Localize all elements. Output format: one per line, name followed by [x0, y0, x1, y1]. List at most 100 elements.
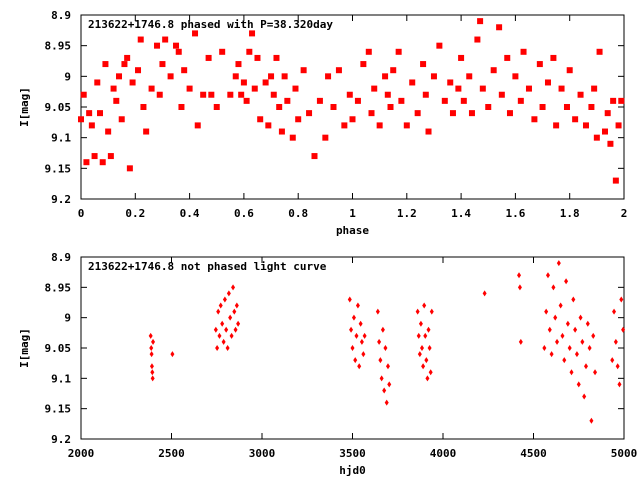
phased-data-point — [588, 104, 595, 110]
unphased-data-point — [517, 284, 522, 291]
unphased-data-point — [553, 314, 558, 321]
unphased-y-tick-label: 9.2 — [51, 433, 71, 446]
phased-data-point — [292, 85, 299, 92]
phased-data-point — [249, 30, 256, 37]
phased-data-point — [173, 42, 180, 49]
phased-data-point — [262, 79, 269, 86]
phased-data-point — [99, 159, 106, 166]
phased-data-point — [289, 134, 296, 141]
unphased-data-point — [387, 381, 392, 388]
unphased-data-point — [425, 375, 430, 382]
unphased-data-point — [615, 363, 620, 370]
unphased-data-point — [378, 357, 383, 364]
unphased-data-point — [233, 326, 238, 333]
phased-data-point — [536, 61, 543, 68]
phased-x-tick-label: 0 — [78, 207, 85, 220]
phased-data-point — [474, 36, 481, 43]
phased-data-point — [414, 110, 421, 117]
unphased-x-tick-label: 3000 — [249, 447, 276, 460]
phased-data-point — [539, 104, 546, 110]
unphased-data-point — [589, 417, 594, 424]
phased-data-point — [458, 54, 465, 61]
phased-data-point — [91, 153, 98, 160]
unphased-data-point — [234, 302, 239, 309]
phased-data-point — [118, 116, 125, 123]
unphased-data-point — [225, 345, 230, 351]
unphased-data-point — [379, 375, 384, 382]
unphased-data-point — [544, 308, 549, 315]
phased-data-point — [520, 48, 527, 55]
unphased-data-point — [351, 314, 356, 321]
phased-data-point — [129, 79, 136, 86]
unphased-data-point — [591, 332, 596, 339]
unphased-data-point — [349, 326, 354, 333]
phased-data-point — [110, 85, 117, 92]
unphased-data-point — [571, 296, 576, 303]
phased-data-point — [615, 122, 622, 129]
phased-data-point — [382, 73, 389, 80]
phased-data-point — [154, 42, 161, 49]
unphased-data-point — [558, 302, 563, 309]
phased-data-point — [360, 61, 367, 68]
unphased-data-point — [415, 308, 420, 315]
phased-data-point — [425, 128, 432, 135]
phased-data-point — [496, 24, 503, 31]
phased-data-point — [553, 122, 560, 129]
phased-data-point — [504, 54, 511, 61]
unphased-x-tick-label: 2500 — [158, 447, 185, 460]
phased-data-point — [159, 61, 166, 68]
phased-data-point — [566, 67, 573, 74]
unphased-data-point — [580, 338, 585, 345]
phased-data-point — [387, 104, 394, 110]
unphased-data-point — [429, 308, 434, 315]
phased-data-point — [205, 54, 212, 61]
unphased-data-point — [231, 284, 236, 291]
phased-data-point — [254, 54, 261, 61]
phased-x-tick-label: 1.6 — [505, 207, 525, 220]
unphased-data-point — [228, 314, 233, 321]
unphased-data-point — [149, 345, 154, 351]
unphased-data-point — [560, 332, 565, 339]
unphased-data-point — [482, 290, 487, 297]
unphased-y-tick-label: 9 — [64, 312, 71, 325]
phased-x-tick-label: 0.8 — [288, 207, 308, 220]
unphased-data-point — [353, 357, 358, 364]
unphased-data-point — [428, 369, 433, 376]
unphased-data-point — [384, 399, 389, 406]
unphased-data-point — [149, 363, 154, 370]
unphased-y-tick-label: 8.95 — [45, 281, 72, 294]
phased-data-point — [213, 104, 220, 110]
unphased-data-point — [170, 351, 175, 358]
unphased-data-point — [424, 357, 429, 364]
unphased-data-points — [148, 260, 626, 424]
unphased-chart-title: 213622+1746.8 not phased light curve — [88, 260, 327, 273]
unphased-data-point — [416, 332, 421, 339]
unphased-data-point — [361, 351, 366, 358]
phased-data-point — [265, 122, 272, 129]
phased-data-point — [449, 110, 456, 117]
phased-data-point — [126, 165, 133, 172]
phased-data-point — [284, 97, 291, 104]
phased-data-point — [506, 110, 513, 117]
phased-data-point — [618, 97, 625, 104]
phased-data-point — [80, 91, 87, 98]
phased-data-point — [270, 91, 277, 98]
unphased-y-axis-label: I[mag] — [18, 328, 31, 368]
unphased-data-point — [377, 338, 382, 345]
phased-data-point — [346, 91, 353, 98]
phased-data-point — [278, 128, 285, 135]
phased-data-point — [460, 97, 467, 104]
unphased-data-point — [574, 351, 579, 358]
unphased-data-point — [149, 351, 154, 358]
phased-x-tick-label: 2 — [621, 207, 628, 220]
phased-data-point — [94, 79, 101, 86]
phased-data-point — [593, 134, 600, 141]
phased-data-point — [525, 85, 532, 92]
unphased-data-point — [375, 308, 380, 315]
phased-data-point — [143, 128, 150, 135]
phased-x-tick-label: 0.2 — [125, 207, 145, 220]
phased-y-tick-label: 9.05 — [45, 101, 72, 114]
phased-light-curve-chart: 0 0.2 0.4 0.6 0.8 1 1.2 1.4 1.6 1.8 2 8.9 8.95 9 9.05 9… — [18, 9, 627, 237]
unphased-data-point — [357, 363, 362, 370]
phased-data-point — [97, 110, 104, 117]
